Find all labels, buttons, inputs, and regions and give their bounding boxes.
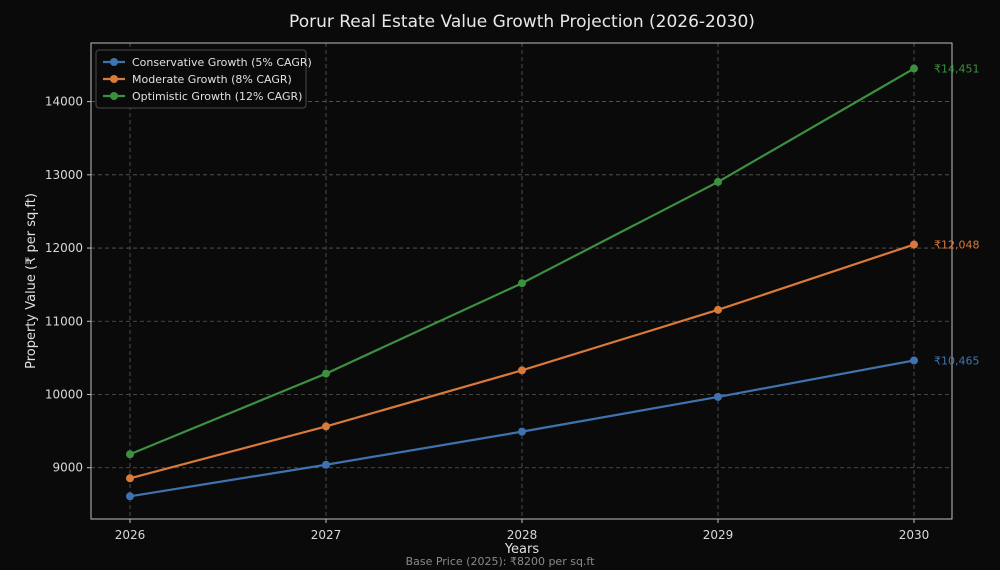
y-tick-label: 10000 <box>45 388 83 402</box>
series-group <box>126 64 918 459</box>
x-tick-label: 2028 <box>507 528 538 542</box>
base-price-footnote: Base Price (2025): ₹8200 per sq.ft <box>406 555 596 568</box>
x-tick-label: 2030 <box>899 528 930 542</box>
legend-label: Conservative Growth (5% CAGR) <box>132 56 312 69</box>
data-point <box>518 279 526 288</box>
legend-box <box>95 49 307 109</box>
legend: Conservative Growth (5% CAGR) Moderate Gr… <box>95 49 312 109</box>
end-value-label: ₹12,048 <box>934 239 980 252</box>
x-tick-label: 2026 <box>115 528 146 542</box>
data-point <box>322 460 330 469</box>
end-value-labels: ₹10,465 ₹12,048 ₹14,451 <box>934 63 980 368</box>
legend-swatch-marker <box>110 92 118 100</box>
x-axis-title: Years <box>504 542 540 557</box>
y-tick-label: 9000 <box>52 461 83 475</box>
data-point <box>714 177 722 186</box>
x-tick-label: 2027 <box>311 528 342 542</box>
data-point <box>126 474 134 483</box>
series-lines <box>126 64 918 501</box>
y-tick-label: 12000 <box>45 241 83 255</box>
x-axis-ticks: 2026 2027 2028 2029 2030 <box>115 519 930 542</box>
data-point <box>126 492 134 501</box>
data-point <box>518 366 526 375</box>
end-value-label: ₹10,465 <box>934 354 980 367</box>
data-point <box>910 64 918 73</box>
y-tick-label: 11000 <box>45 314 83 328</box>
x-tick-label: 2029 <box>703 528 734 542</box>
legend-label: Moderate Growth (8% CAGR) <box>132 73 292 86</box>
data-point <box>910 356 918 365</box>
data-point <box>714 392 722 401</box>
data-point <box>322 369 330 378</box>
y-tick-label: 13000 <box>45 168 83 182</box>
y-axis-ticks: 9000 10000 11000 12000 13000 14000 <box>45 95 91 475</box>
y-tick-label: 14000 <box>45 95 83 109</box>
data-point <box>322 422 330 431</box>
series-group <box>126 240 918 483</box>
legend-swatch-marker <box>110 58 118 66</box>
data-point <box>518 427 526 436</box>
end-value-label: ₹14,451 <box>934 63 980 76</box>
data-point <box>126 450 134 459</box>
data-point <box>910 240 918 249</box>
legend-item: Conservative Growth (5% CAGR) <box>103 56 312 69</box>
legend-swatch-marker <box>110 75 118 83</box>
chart-title: Porur Real Estate Value Growth Projectio… <box>289 12 755 32</box>
series-group <box>126 356 918 501</box>
legend-item: Optimistic Growth (12% CAGR) <box>103 90 302 103</box>
legend-label: Optimistic Growth (12% CAGR) <box>132 90 302 103</box>
data-point <box>714 305 722 314</box>
y-axis-title: Property Value (₹ per sq.ft) <box>24 193 39 369</box>
legend-item: Moderate Growth (8% CAGR) <box>103 73 292 86</box>
